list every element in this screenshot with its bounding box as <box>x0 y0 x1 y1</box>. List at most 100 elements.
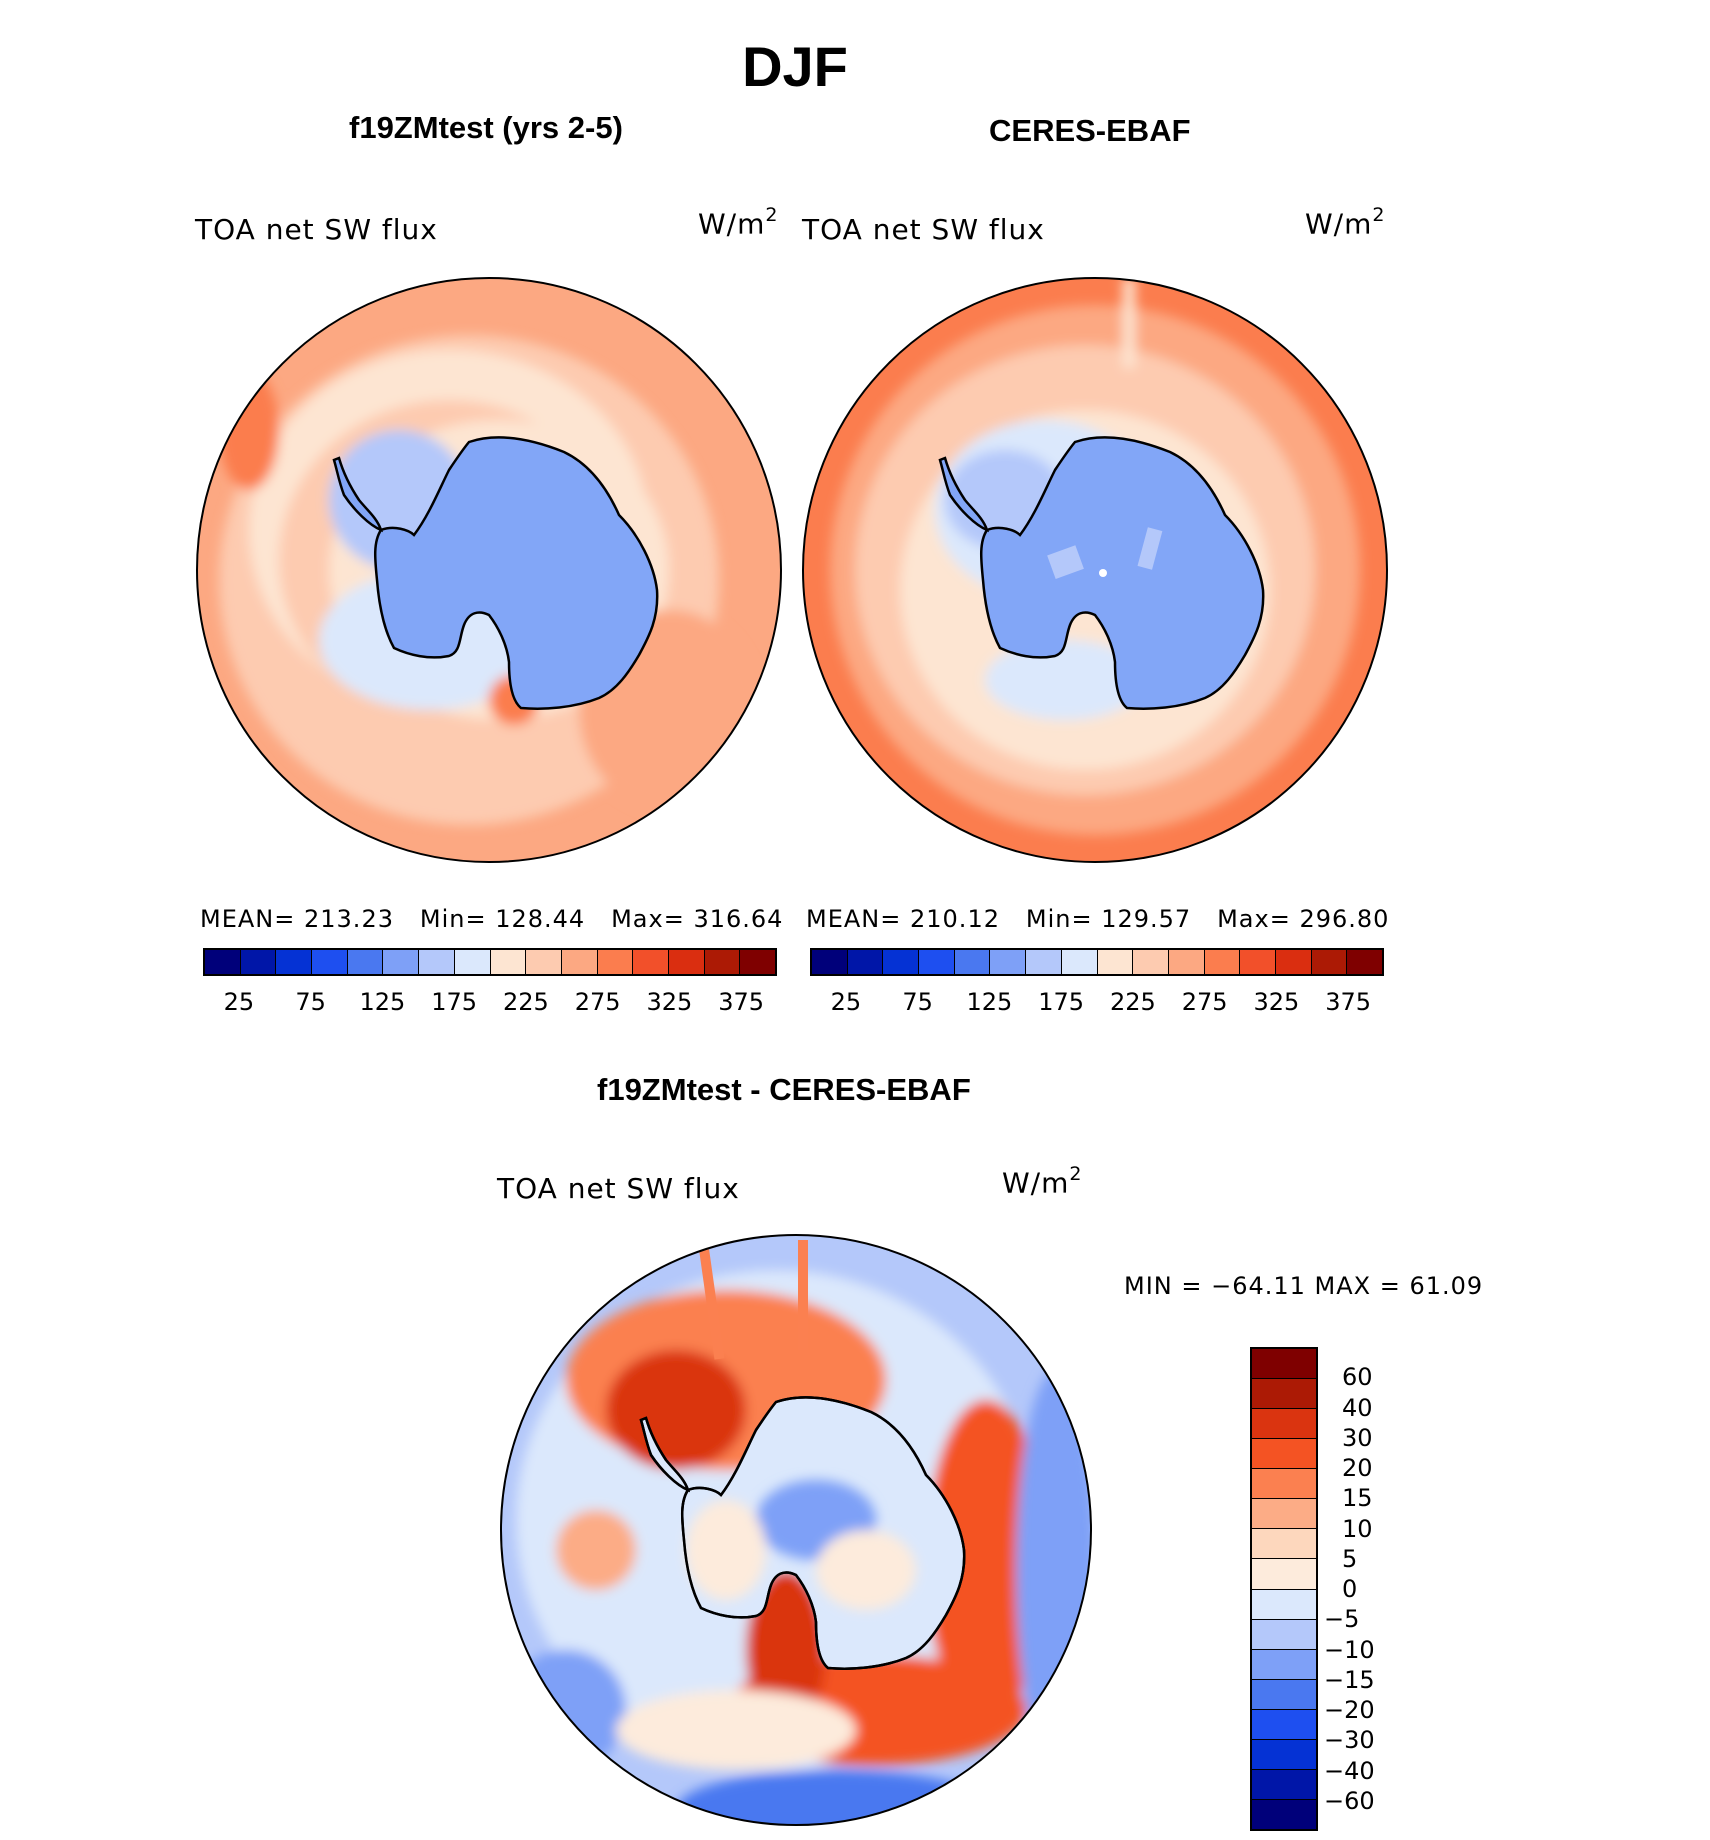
panel-c-units: W/m2 <box>1002 1163 1083 1200</box>
panel-a-mean-label: MEAN= <box>200 905 296 933</box>
colorbar-tick-label: −15 <box>1324 1665 1375 1694</box>
colorbar-swatch <box>954 950 991 974</box>
panel-b-title: CERES-EBAF <box>989 113 1191 148</box>
colorbar-swatch <box>1252 1529 1316 1560</box>
colorbar-swatch <box>347 950 384 974</box>
panel-b-map <box>802 277 1388 863</box>
colorbar-swatch <box>312 950 348 974</box>
panel-a-min-value: 128.44 <box>495 905 586 933</box>
colorbar-swatch <box>1252 1469 1316 1500</box>
colorbar-tick-label: −20 <box>1324 1696 1375 1724</box>
colorbar-swatch <box>990 950 1027 974</box>
colorbar-swatch <box>1252 1409 1316 1440</box>
colorbar-swatch <box>1252 1439 1316 1470</box>
colorbar-tick-label: 225 <box>1109 988 1156 1016</box>
panel-a-max-value: 316.64 <box>693 905 784 933</box>
colorbar-tick-label: 275 <box>574 988 621 1016</box>
colorbar-tick-label: 15 <box>1342 1484 1373 1513</box>
colorbar-tick-label: 25 <box>223 988 255 1016</box>
panel-b-stats: MEAN= 210.12 Min= 129.57 Max= 296.80 <box>806 905 1389 933</box>
panel-c-colorbar-ticks: 60 40 30 20 15 10 5 0 −5 −10 −15 −20 −30 −40 −60 <box>1324 1347 1400 1831</box>
panel-c-variable-label: TOA net SW flux <box>497 1172 740 1205</box>
colorbar-swatch <box>883 950 920 974</box>
colorbar-tick-label: 275 <box>1181 988 1228 1016</box>
panel-a-colorbar-ticks: 25 75 125 175 225 275 325 375 <box>203 988 777 1018</box>
colorbar-swatch <box>1252 1769 1316 1800</box>
colorbar-swatch <box>1204 950 1241 974</box>
panel-b-min-label: Min= <box>1025 905 1093 933</box>
colorbar-swatch <box>1275 950 1312 974</box>
panel-c-colorbar <box>1250 1347 1318 1831</box>
colorbar-swatch <box>1252 1679 1316 1710</box>
panel-a-stats: MEAN= 213.23 Min= 128.44 Max= 316.64 <box>200 905 783 933</box>
colorbar-tick-label: 225 <box>502 988 549 1016</box>
colorbar-swatch <box>454 950 491 974</box>
colorbar-swatch <box>1252 1619 1316 1650</box>
colorbar-tick-label: −5 <box>1324 1605 1360 1634</box>
colorbar-tick-label: −30 <box>1324 1726 1375 1755</box>
colorbar-swatch <box>240 950 277 974</box>
colorbar-swatch <box>919 950 955 974</box>
colorbar-tick-label: 125 <box>966 988 1013 1016</box>
panel-b-colorbar <box>810 948 1384 976</box>
panel-a-variable-label: TOA net SW flux <box>195 213 438 246</box>
colorbar-tick-label: 10 <box>1342 1514 1373 1543</box>
figure-title: DJF <box>742 35 848 98</box>
panel-c-title: f19ZMtest - CERES-EBAF <box>597 1072 971 1107</box>
colorbar-swatch <box>1061 950 1098 974</box>
colorbar-swatch <box>1026 950 1062 974</box>
panel-b-units: W/m2 <box>1305 204 1386 241</box>
colorbar-swatch <box>1252 1349 1316 1380</box>
colorbar-swatch <box>1168 950 1205 974</box>
panel-b-variable-label: TOA net SW flux <box>802 213 1045 246</box>
colorbar-swatch <box>490 950 527 974</box>
colorbar-swatch <box>1252 1379 1316 1410</box>
colorbar-swatch <box>1252 1559 1316 1590</box>
colorbar-swatch <box>1252 1799 1316 1829</box>
colorbar-swatch <box>1133 950 1169 974</box>
panel-c-stats: MIN = −64.11 MAX = 61.09 <box>1124 1272 1484 1300</box>
panel-a-mean-value: 213.23 <box>304 905 394 933</box>
colorbar-swatch <box>1252 1709 1316 1740</box>
panel-a-min-label: Min= <box>419 905 487 933</box>
colorbar-swatch <box>526 950 562 974</box>
colorbar-swatch <box>1252 1499 1316 1530</box>
panel-b-colorbar-ticks: 25 75 125 175 225 275 325 375 <box>810 988 1384 1018</box>
panel-a-map <box>196 277 782 863</box>
colorbar-swatch <box>561 950 598 974</box>
colorbar-swatch <box>1240 950 1276 974</box>
colorbar-swatch <box>1252 1649 1316 1680</box>
colorbar-tick-label: 125 <box>359 988 406 1016</box>
colorbar-tick-label: 20 <box>1342 1454 1373 1482</box>
panel-a-units: W/m2 <box>698 204 779 241</box>
panel-a-title: f19ZMtest (yrs 2-5) <box>349 110 623 145</box>
colorbar-tick-label: −10 <box>1324 1635 1375 1664</box>
colorbar-tick-label: 325 <box>1253 988 1300 1016</box>
colorbar-swatch <box>847 950 884 974</box>
colorbar-swatch <box>1252 1739 1316 1770</box>
colorbar-swatch <box>1097 950 1134 974</box>
colorbar-tick-label: 25 <box>830 988 862 1016</box>
colorbar-tick-label: 325 <box>646 988 693 1016</box>
panel-b-max-value: 296.80 <box>1299 905 1390 933</box>
colorbar-tick-label: −40 <box>1324 1756 1375 1785</box>
colorbar-tick-label: 375 <box>718 988 765 1016</box>
colorbar-tick-label: 5 <box>1342 1544 1358 1573</box>
colorbar-tick-label: 175 <box>431 988 478 1016</box>
colorbar-swatch <box>668 950 705 974</box>
colorbar-tick-label: 75 <box>295 988 326 1016</box>
colorbar-tick-label: 75 <box>902 988 933 1016</box>
panel-a-max-label: Max= <box>611 905 685 933</box>
colorbar-swatch <box>812 950 848 974</box>
colorbar-tick-label: −60 <box>1324 1786 1375 1815</box>
colorbar-swatch <box>1252 1589 1316 1620</box>
colorbar-swatch <box>1347 950 1382 974</box>
colorbar-tick-label: 375 <box>1325 988 1372 1016</box>
colorbar-swatch <box>205 950 241 974</box>
panel-b-max-label: Max= <box>1217 905 1291 933</box>
colorbar-swatch <box>276 950 313 974</box>
panel-c-map <box>500 1234 1092 1826</box>
panel-a-colorbar <box>203 948 777 976</box>
colorbar-tick-label: 60 <box>1342 1363 1373 1392</box>
panel-b-min-value: 129.57 <box>1101 905 1192 933</box>
